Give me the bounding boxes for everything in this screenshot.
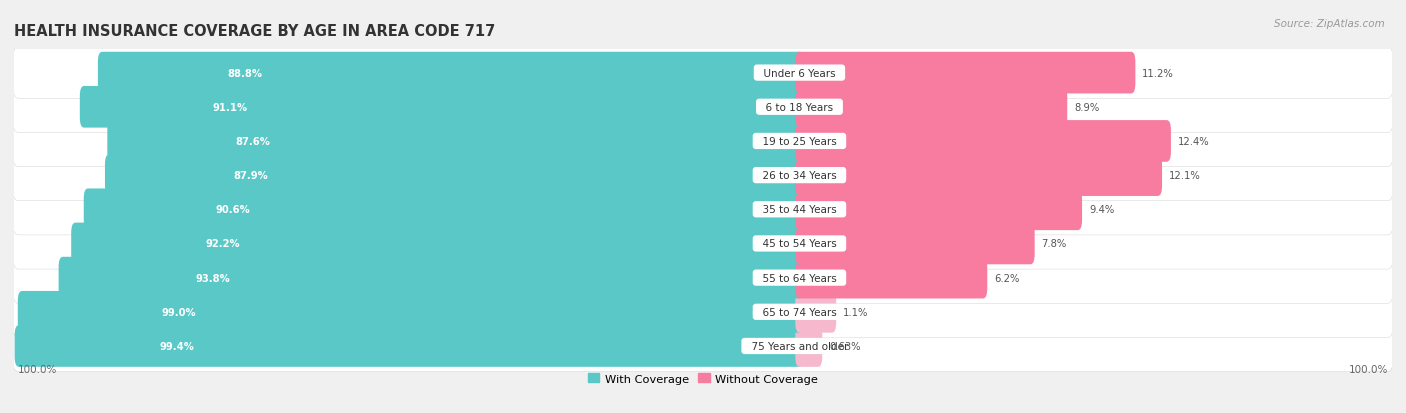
Text: 92.2%: 92.2%: [205, 239, 240, 249]
FancyBboxPatch shape: [796, 223, 1035, 265]
Text: 65 to 74 Years: 65 to 74 Years: [756, 307, 844, 317]
Text: 0.63%: 0.63%: [830, 341, 860, 351]
FancyBboxPatch shape: [13, 184, 1393, 235]
Text: 7.8%: 7.8%: [1042, 239, 1067, 249]
FancyBboxPatch shape: [13, 287, 1393, 337]
Text: 91.1%: 91.1%: [212, 102, 247, 112]
FancyBboxPatch shape: [796, 291, 837, 333]
Text: 11.2%: 11.2%: [1142, 69, 1174, 78]
Text: 100.0%: 100.0%: [1348, 364, 1388, 374]
FancyBboxPatch shape: [18, 291, 804, 333]
Legend: With Coverage, Without Coverage: With Coverage, Without Coverage: [588, 373, 818, 384]
FancyBboxPatch shape: [13, 150, 1393, 201]
Text: 26 to 34 Years: 26 to 34 Years: [756, 171, 844, 180]
FancyBboxPatch shape: [796, 189, 1083, 230]
Text: 45 to 54 Years: 45 to 54 Years: [756, 239, 844, 249]
FancyBboxPatch shape: [98, 52, 804, 94]
Text: 87.6%: 87.6%: [235, 137, 270, 147]
FancyBboxPatch shape: [796, 87, 1067, 128]
Text: 19 to 25 Years: 19 to 25 Years: [756, 137, 844, 147]
FancyBboxPatch shape: [13, 82, 1393, 133]
Text: 6.2%: 6.2%: [994, 273, 1019, 283]
Text: 88.8%: 88.8%: [228, 69, 263, 78]
FancyBboxPatch shape: [14, 325, 804, 367]
FancyBboxPatch shape: [84, 189, 804, 230]
Text: Source: ZipAtlas.com: Source: ZipAtlas.com: [1274, 19, 1385, 28]
Text: 35 to 44 Years: 35 to 44 Years: [756, 205, 844, 215]
FancyBboxPatch shape: [59, 257, 804, 299]
Text: HEALTH INSURANCE COVERAGE BY AGE IN AREA CODE 717: HEALTH INSURANCE COVERAGE BY AGE IN AREA…: [14, 24, 495, 39]
FancyBboxPatch shape: [13, 48, 1393, 99]
Text: 87.9%: 87.9%: [233, 171, 269, 180]
Text: 1.1%: 1.1%: [844, 307, 869, 317]
Text: Under 6 Years: Under 6 Years: [756, 69, 842, 78]
FancyBboxPatch shape: [80, 87, 804, 128]
Text: 99.4%: 99.4%: [159, 341, 194, 351]
FancyBboxPatch shape: [13, 320, 1393, 372]
FancyBboxPatch shape: [107, 121, 804, 162]
Text: 75 Years and older: 75 Years and older: [745, 341, 855, 351]
FancyBboxPatch shape: [796, 257, 987, 299]
Text: 93.8%: 93.8%: [195, 273, 231, 283]
FancyBboxPatch shape: [105, 155, 804, 197]
Text: 12.1%: 12.1%: [1168, 171, 1201, 180]
FancyBboxPatch shape: [796, 121, 1171, 162]
Text: 12.4%: 12.4%: [1178, 137, 1209, 147]
FancyBboxPatch shape: [796, 325, 823, 367]
FancyBboxPatch shape: [13, 252, 1393, 304]
Text: 6 to 18 Years: 6 to 18 Years: [759, 102, 839, 112]
Text: 55 to 64 Years: 55 to 64 Years: [756, 273, 844, 283]
Text: 99.0%: 99.0%: [162, 307, 197, 317]
Text: 9.4%: 9.4%: [1088, 205, 1114, 215]
FancyBboxPatch shape: [13, 218, 1393, 269]
Text: 90.6%: 90.6%: [217, 205, 250, 215]
FancyBboxPatch shape: [72, 223, 804, 265]
FancyBboxPatch shape: [796, 155, 1161, 197]
FancyBboxPatch shape: [13, 116, 1393, 167]
Text: 100.0%: 100.0%: [18, 364, 58, 374]
FancyBboxPatch shape: [796, 52, 1136, 94]
Text: 8.9%: 8.9%: [1074, 102, 1099, 112]
